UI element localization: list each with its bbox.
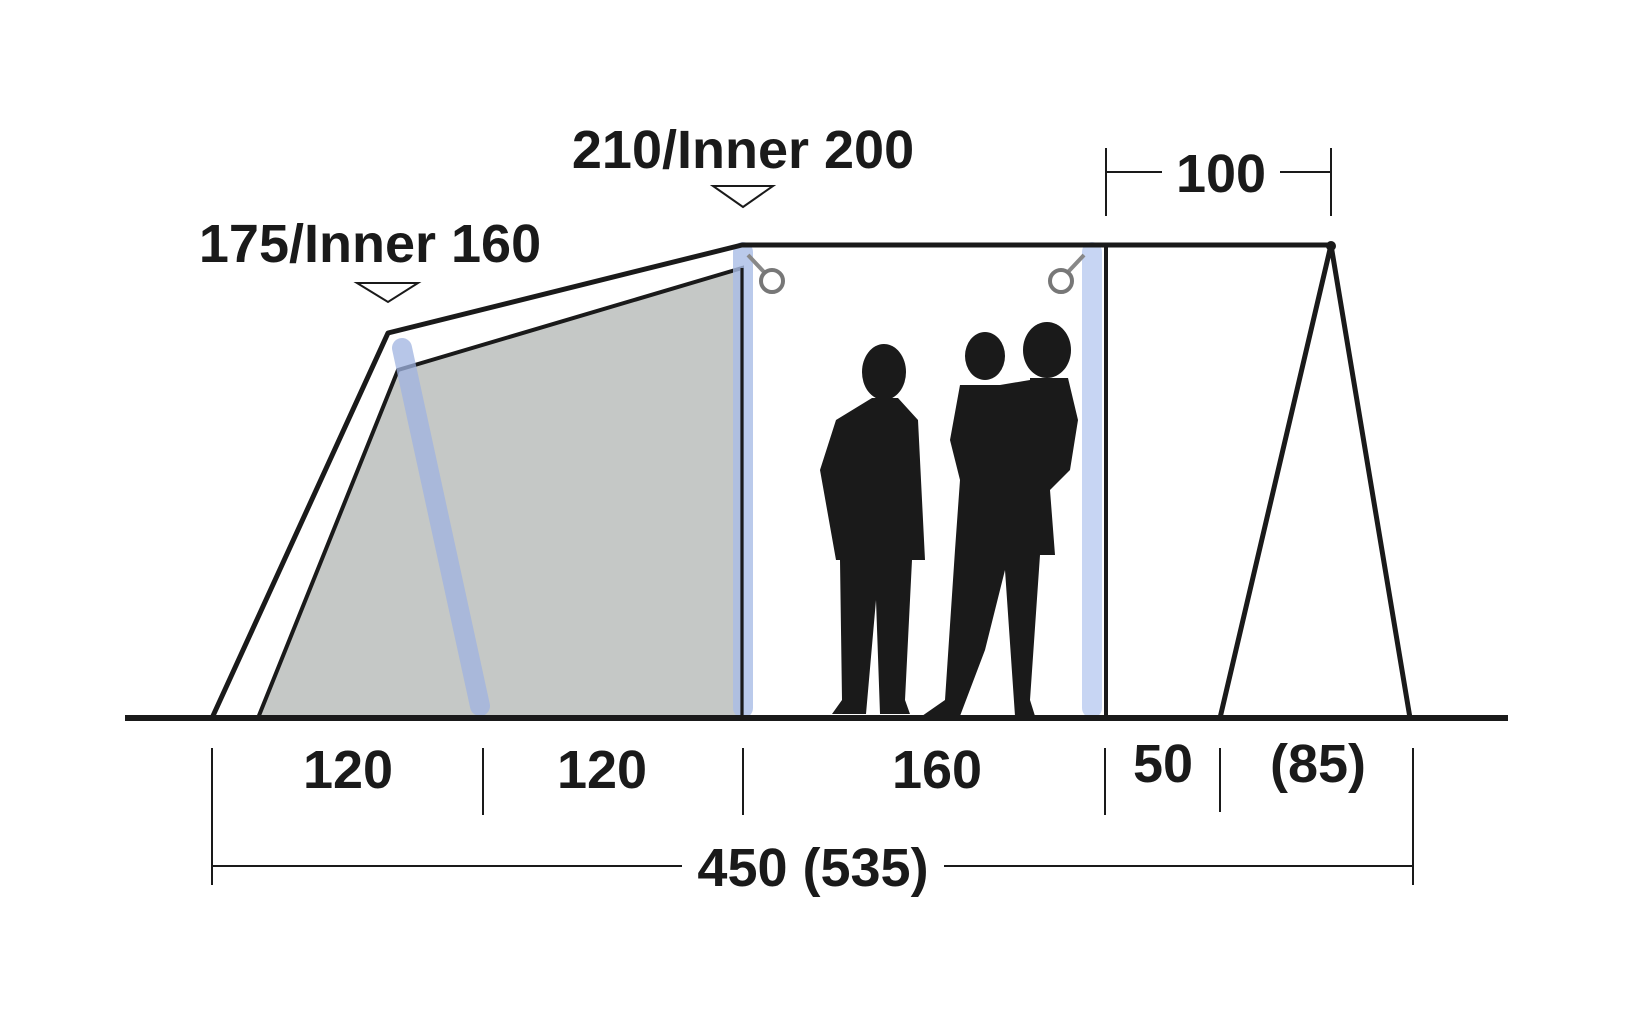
ring-icon	[1048, 253, 1086, 294]
air-beam-front	[392, 338, 490, 716]
segment-label: 160	[892, 740, 982, 800]
total-length-label: 450 (535)	[697, 838, 928, 898]
segment-label: 120	[303, 740, 393, 800]
inner-tent-area	[255, 265, 744, 720]
ring-icon	[746, 253, 785, 294]
canopy-pole-tip	[1326, 241, 1336, 251]
height-marker-front-icon	[353, 282, 422, 304]
height-marker-main-icon	[709, 185, 777, 209]
segment-label: 120	[557, 740, 647, 800]
segment-ticks	[211, 748, 1414, 885]
segment-label: 50	[1133, 734, 1193, 794]
canopy-poles	[1217, 242, 1413, 719]
segment-label: (85)	[1270, 734, 1366, 794]
canopy-width-label: 100	[1176, 144, 1266, 204]
front-peak-height-label: 175/Inner 160	[199, 214, 541, 274]
outer-tent-outline	[209, 242, 1331, 720]
canopy-dimension-line	[1105, 148, 1332, 216]
main-peak-height-label: 210/Inner 200	[572, 120, 914, 180]
people-silhouettes	[820, 322, 1078, 716]
